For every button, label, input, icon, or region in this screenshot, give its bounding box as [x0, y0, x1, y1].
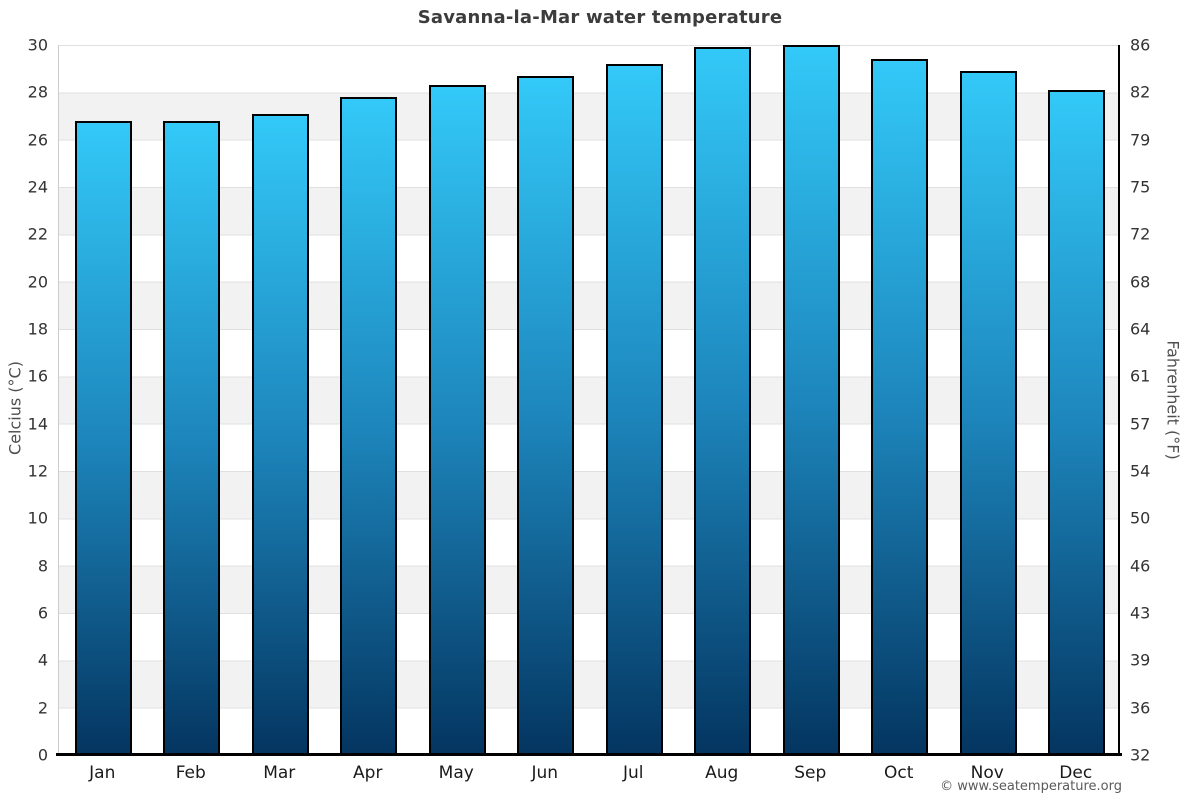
fahrenheit-tick-72: 72: [1130, 224, 1151, 244]
celsius-tick-22: 22: [27, 224, 48, 244]
fahrenheit-tick-57: 57: [1130, 414, 1151, 434]
celsius-tick-14: 14: [27, 414, 48, 434]
celsius-tick-30: 30: [27, 35, 48, 55]
bar-jun: [517, 75, 575, 755]
bar-aug: [694, 47, 752, 755]
fahrenheit-tick-86: 86: [1130, 35, 1151, 55]
month-label-jul: Jul: [622, 763, 644, 783]
plot-area: [58, 45, 1120, 755]
footer-credit: © www.seatemperature.org: [940, 779, 1122, 794]
celsius-tick-2: 2: [37, 698, 48, 718]
bar-dec: [1048, 89, 1106, 755]
bar-oct: [871, 59, 929, 755]
fahrenheit-tick-36: 36: [1130, 698, 1151, 718]
fahrenheit-tick-43: 43: [1130, 603, 1151, 623]
celsius-tick-10: 10: [27, 508, 48, 528]
fahrenheit-tick-79: 79: [1130, 130, 1151, 150]
fahrenheit-tick-75: 75: [1130, 177, 1151, 197]
month-label-feb: Feb: [175, 763, 206, 783]
fahrenheit-tick-61: 61: [1130, 366, 1151, 386]
y-axis-title-celsius: Celcius (°C): [5, 361, 25, 455]
celsius-tick-24: 24: [27, 177, 48, 197]
y-axis-left: 30 28 26 24 22 20 18 16 14 12 10 8 6 4 2 0: [0, 0, 48, 800]
celsius-tick-0: 0: [37, 745, 48, 765]
bar-nov: [959, 71, 1017, 755]
bar-feb: [163, 120, 221, 755]
bar-sep: [782, 45, 840, 755]
celsius-tick-8: 8: [37, 556, 48, 576]
right-axis-spine: [1118, 45, 1120, 755]
bar-mar: [251, 113, 309, 755]
celsius-tick-28: 28: [27, 82, 48, 102]
month-label-mar: Mar: [263, 763, 296, 783]
month-label-jun: Jun: [531, 763, 559, 783]
fahrenheit-tick-46: 46: [1130, 556, 1151, 576]
celsius-tick-6: 6: [37, 603, 48, 623]
fahrenheit-tick-82: 82: [1130, 82, 1151, 102]
y-axis-right: 86 82 79 75 72 68 64 61 57 54 50 46 43 39 36 32: [1130, 0, 1190, 800]
bar-apr: [340, 97, 398, 755]
celsius-tick-18: 18: [27, 319, 48, 339]
celsius-tick-26: 26: [27, 130, 48, 150]
bar-may: [428, 85, 486, 755]
month-label-jan: Jan: [89, 763, 116, 783]
fahrenheit-tick-64: 64: [1130, 319, 1151, 339]
chart-title: Savanna-la-Mar water temperature: [417, 7, 783, 28]
fahrenheit-tick-54: 54: [1130, 461, 1151, 481]
month-label-may: May: [438, 763, 474, 783]
month-label-oct: Oct: [884, 763, 914, 783]
x-axis-baseline: [56, 753, 1122, 756]
celsius-tick-4: 4: [37, 650, 48, 670]
fahrenheit-tick-50: 50: [1130, 508, 1151, 528]
y-axis-title-fahrenheit: Fahrenheit (°F): [1163, 340, 1183, 460]
month-label-apr: Apr: [353, 763, 383, 783]
bar-jan: [74, 120, 132, 755]
celsius-tick-20: 20: [27, 272, 48, 292]
month-label-aug: Aug: [705, 763, 739, 783]
celsius-tick-16: 16: [27, 366, 48, 386]
fahrenheit-tick-68: 68: [1130, 272, 1151, 292]
bar-jul: [605, 63, 663, 755]
fahrenheit-tick-39: 39: [1130, 650, 1151, 670]
celsius-tick-12: 12: [27, 461, 48, 481]
month-label-sep: Sep: [794, 763, 827, 783]
fahrenheit-tick-32: 32: [1130, 745, 1151, 765]
